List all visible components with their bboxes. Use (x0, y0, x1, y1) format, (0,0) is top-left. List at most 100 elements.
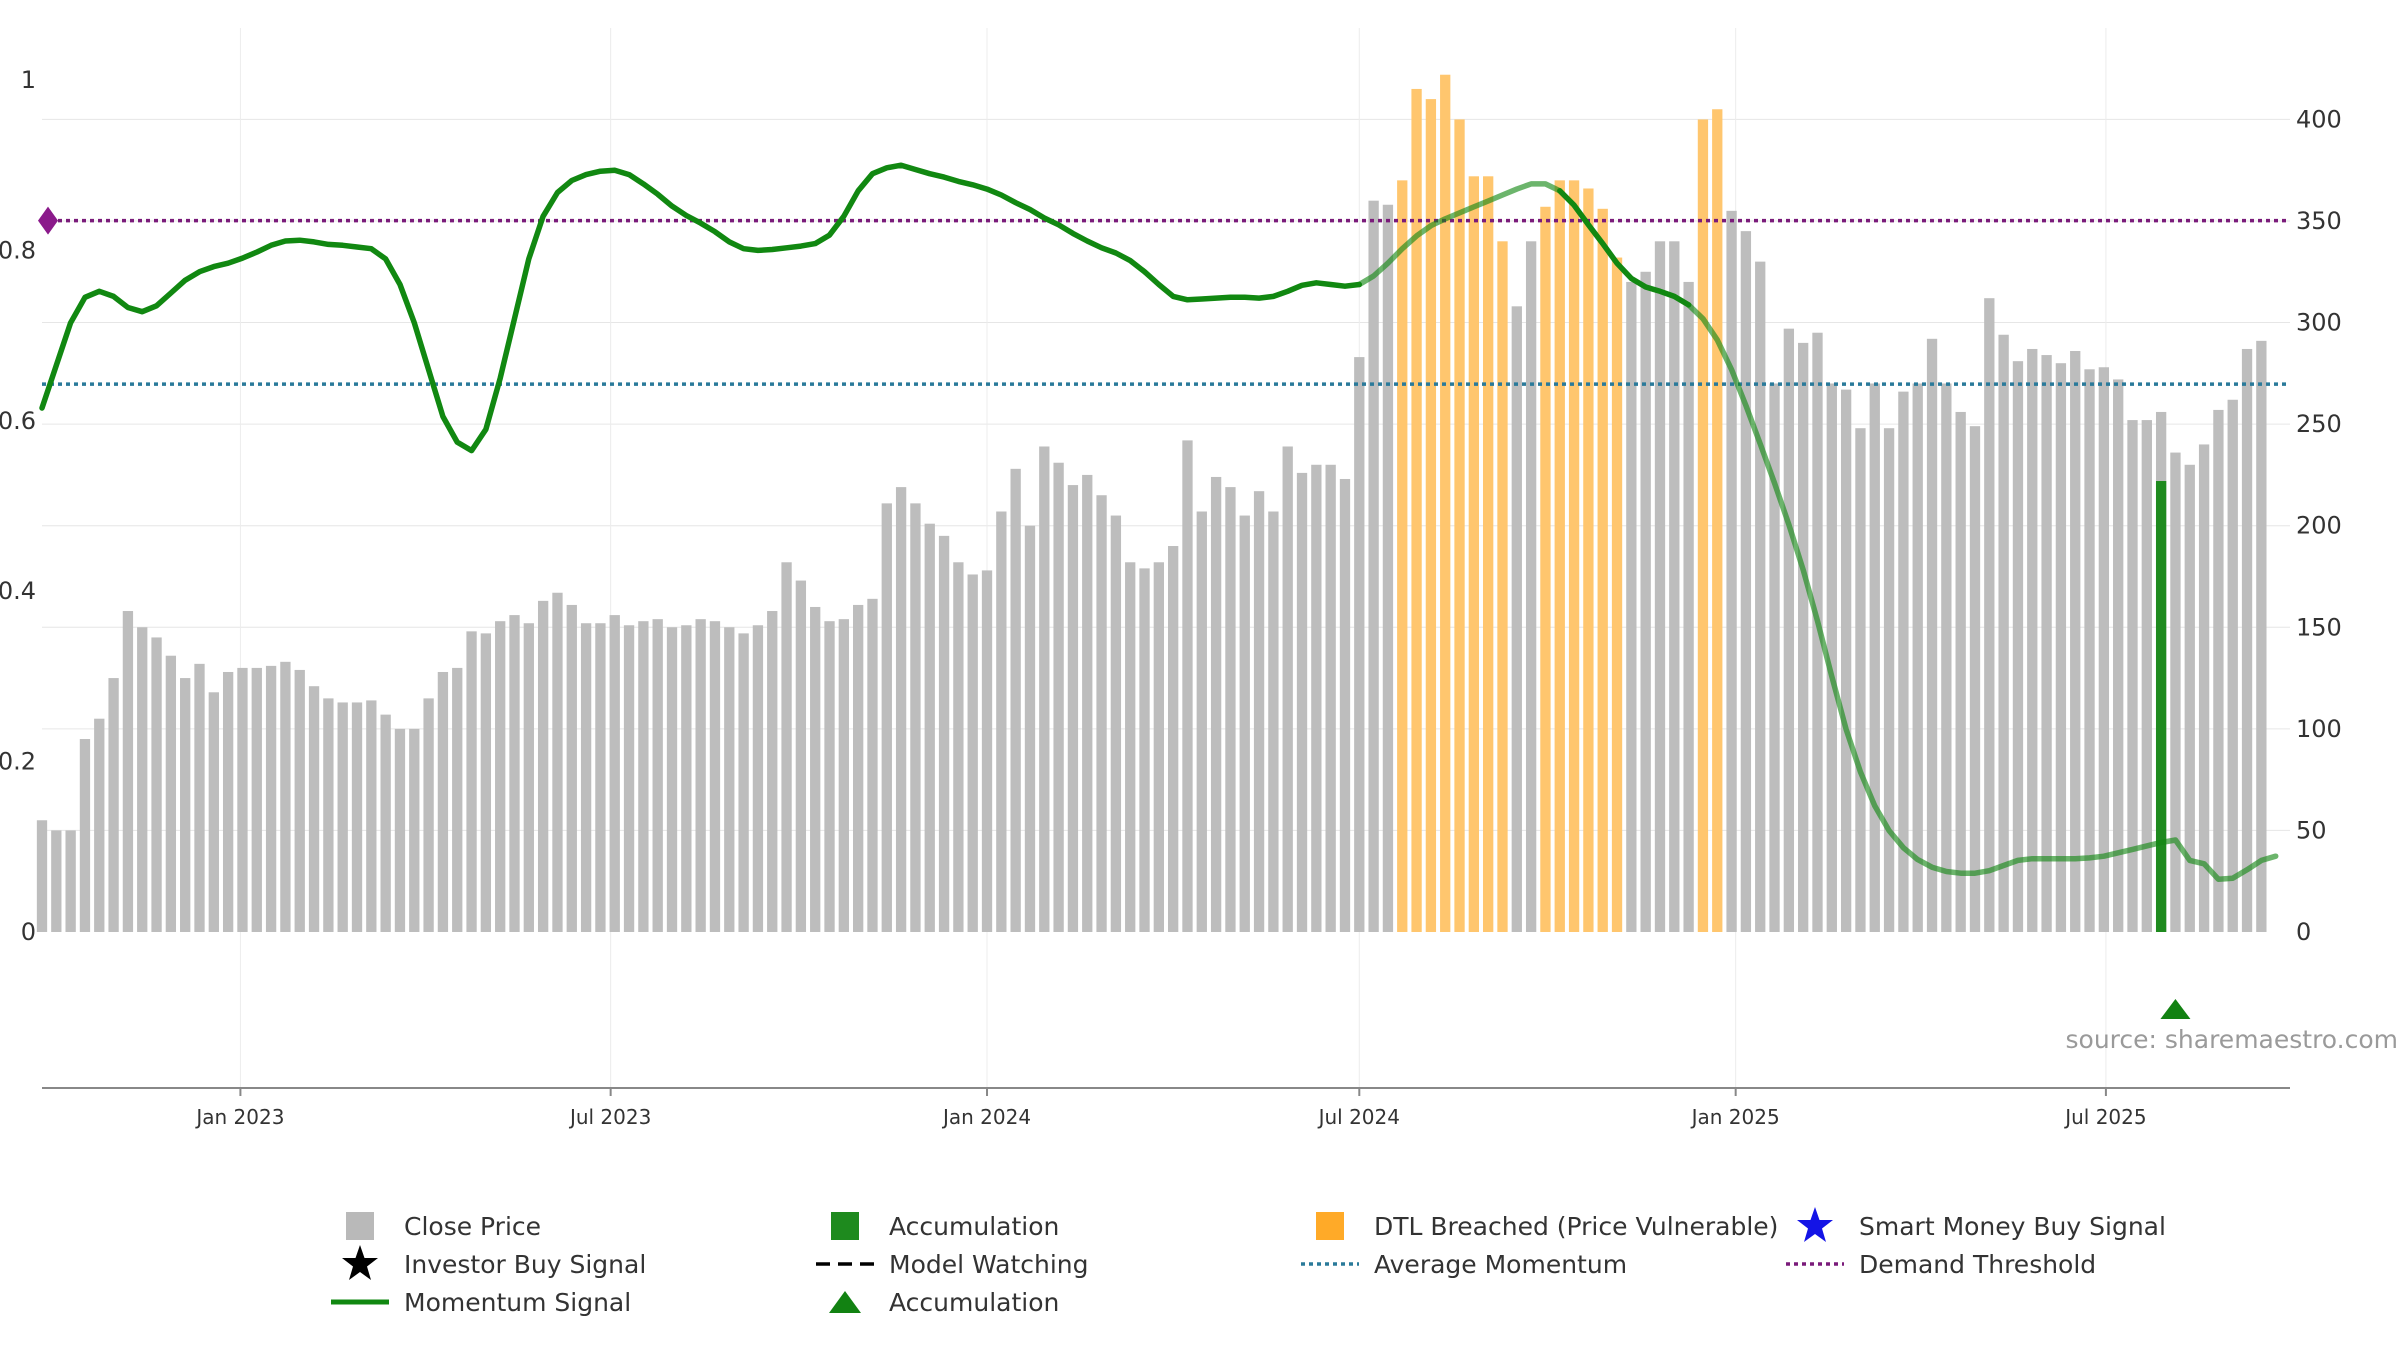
close-price-bar (1740, 231, 1752, 933)
close-price-bar (895, 487, 907, 932)
close-price-bar (2084, 369, 2095, 932)
close-price-bar (2012, 361, 2024, 932)
left-axis-tick-label: 0 (21, 918, 36, 946)
close-price-bar (1125, 562, 1136, 932)
close-price-bar (180, 678, 191, 932)
close-price-bar (537, 600, 549, 932)
close-price-bar (1253, 491, 1265, 932)
close-price-bar (137, 627, 148, 932)
close-price-bar (1210, 476, 1222, 932)
close-price-bar (938, 535, 950, 932)
close-price-bar (1669, 241, 1680, 933)
momentum-price-chart: 0 0.2 0.4 0.6 0.8 1 0 50 100 150 200 250 300 350 400 Ja… (0, 28, 2398, 1129)
dtl-breached-bar (1554, 180, 1565, 932)
star-icon (1775, 1207, 1855, 1242)
close-price-bar (380, 714, 391, 932)
close-price-bar (1511, 306, 1522, 932)
close-price-bar (294, 669, 305, 932)
close-price-bar (308, 686, 320, 932)
dtl-breached-bar (1425, 99, 1437, 932)
close-price-bar (1955, 411, 1966, 933)
demand-threshold-diamond (38, 206, 58, 235)
x-axis-tick-label: Jan 2024 (941, 1105, 1031, 1129)
close-price-bar (1798, 342, 1809, 932)
close-price-bar (2184, 464, 2195, 932)
close-price-bar (1339, 478, 1351, 932)
dtl-breached-bar (1497, 241, 1508, 933)
momentum-line-segment (39, 162, 1363, 454)
close-price-bar (1268, 511, 1279, 932)
close-price-bar (1182, 440, 1193, 932)
close-price-bar (1969, 426, 1981, 932)
close-price-bar (1941, 383, 1952, 932)
dotted-line-icon (1290, 1248, 1370, 1280)
dtl-breached-bar (1597, 208, 1608, 933)
close-price-bar (108, 678, 119, 932)
close-price-bar (752, 625, 764, 932)
close-price-bar (1153, 562, 1164, 932)
close-price-bar (767, 611, 778, 932)
close-price-bar (981, 570, 993, 932)
legend-label: Momentum Signal (404, 1287, 632, 1317)
right-axis-tick-label: 150 (2296, 613, 2342, 641)
right-axis-tick-label: 350 (2296, 207, 2342, 235)
dtl-breached-bar (1440, 74, 1451, 933)
close-price-bar (2141, 420, 2152, 932)
close-price-bar (781, 562, 792, 932)
star-icon (320, 1245, 400, 1280)
close-price-bar (1726, 210, 1737, 932)
close-price-bars (36, 74, 2267, 933)
close-price-bar (1812, 332, 1823, 932)
close-price-bar (609, 615, 620, 932)
close-price-bar (652, 619, 663, 932)
dtl-breached-bar (1468, 176, 1480, 932)
close-price-bar (1626, 281, 1637, 932)
close-price-bar (36, 820, 48, 932)
legend-label: Model Watching (889, 1249, 1089, 1279)
legend-item-smart-money: Smart Money Buy Signal (1775, 1207, 2166, 1242)
close-price-bar (1654, 241, 1666, 933)
close-price-bar (924, 523, 935, 932)
legend-item-demand-threshold: Demand Threshold (1775, 1248, 2096, 1280)
dotted-line-icon (1775, 1248, 1855, 1280)
close-price-bar (1525, 241, 1537, 933)
close-price-bar (1225, 487, 1236, 932)
close-price-bar (1840, 389, 1852, 933)
close-price-bar (2041, 355, 2052, 932)
close-price-bar (237, 667, 248, 932)
accumulation-bar (2155, 481, 2167, 932)
close-price-bar (495, 621, 506, 932)
legend-label: Demand Threshold (1859, 1249, 2097, 1279)
close-price-bar (1282, 446, 1293, 932)
close-price-bar (2213, 409, 2224, 932)
left-axis-tick-label: 0.8 (0, 236, 36, 264)
legend-label: Investor Buy Signal (404, 1249, 647, 1279)
close-price-bar (1898, 391, 1909, 932)
close-price-bar (1296, 472, 1308, 932)
close-price-bar (709, 621, 721, 932)
close-price-bar (2070, 351, 2081, 932)
close-price-bar (323, 698, 334, 932)
square-icon (1290, 1210, 1370, 1242)
close-price-bar (1783, 328, 1795, 932)
dtl-breached-bar (1483, 176, 1494, 932)
close-price-bar (1325, 464, 1336, 932)
close-price-bar (967, 574, 978, 932)
close-price-bar (2198, 444, 2210, 932)
right-axis-tick-label: 250 (2296, 410, 2342, 438)
close-price-bar (208, 692, 219, 932)
legend-label: Accumulation (889, 1287, 1060, 1317)
left-axis-tick-label: 0.6 (0, 407, 36, 435)
x-axis-tick-label: Jan 2025 (1690, 1105, 1780, 1129)
legend-label: Average Momentum (1374, 1249, 1628, 1279)
close-price-bar (2027, 348, 2038, 932)
close-price-bar (1368, 200, 1379, 932)
grid-lines (42, 28, 2290, 1088)
close-price-bar (2227, 399, 2238, 932)
close-price-bar (2241, 348, 2253, 932)
dashed-line-icon (805, 1248, 885, 1280)
legend-item-investor-buy: Investor Buy Signal (320, 1245, 647, 1280)
dtl-breached-bar (1568, 180, 1580, 932)
close-price-bar (1755, 261, 1766, 932)
close-price-bar (1826, 383, 1837, 932)
